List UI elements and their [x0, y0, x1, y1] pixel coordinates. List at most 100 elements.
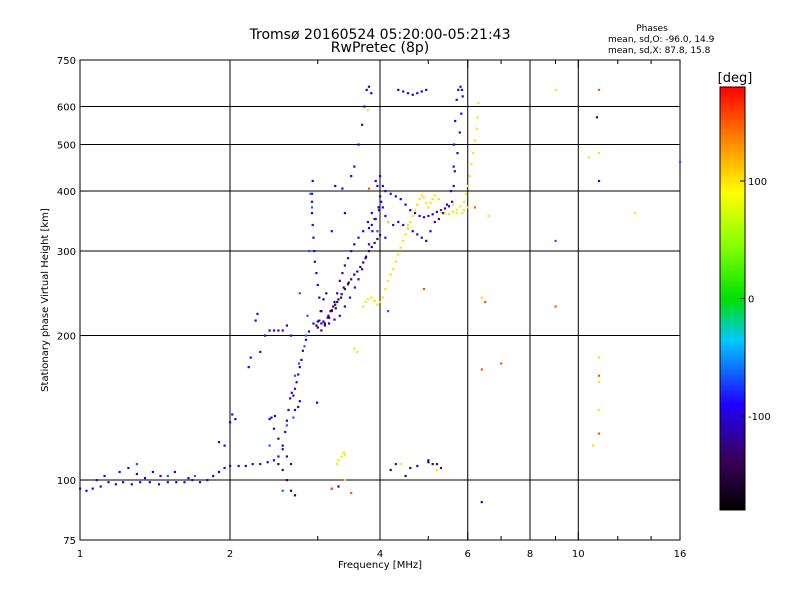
data-point	[343, 453, 346, 456]
data-point	[341, 187, 344, 190]
data-point	[420, 90, 423, 93]
data-point	[461, 212, 464, 215]
data-point	[679, 160, 682, 164]
data-point	[353, 273, 356, 276]
data-point	[370, 212, 373, 215]
data-point	[445, 203, 449, 206]
data-point	[191, 479, 194, 482]
data-point	[336, 300, 339, 304]
data-point	[597, 408, 601, 412]
data-point	[459, 205, 462, 208]
data-point	[135, 472, 138, 476]
data-point	[376, 303, 379, 306]
data-point	[244, 464, 247, 468]
data-point	[281, 444, 284, 447]
data-point	[330, 230, 333, 233]
data-point	[99, 485, 102, 488]
data-point	[427, 459, 430, 462]
data-point	[338, 279, 341, 282]
data-point	[406, 223, 410, 227]
data-point	[399, 198, 402, 201]
data-point	[472, 152, 475, 155]
data-point	[337, 298, 340, 301]
data-point	[328, 322, 331, 325]
data-point	[455, 98, 458, 101]
data-point	[431, 213, 434, 216]
y-tick-label: 300	[57, 247, 76, 258]
data-point	[460, 88, 464, 91]
data-point	[399, 463, 402, 466]
data-point	[370, 245, 373, 249]
data-point	[229, 464, 232, 468]
data-point	[459, 85, 462, 88]
data-point	[435, 468, 438, 472]
data-point	[365, 255, 368, 258]
data-point	[416, 92, 419, 95]
data-point	[266, 461, 269, 464]
data-point	[237, 464, 240, 468]
data-point	[259, 463, 262, 466]
data-point	[480, 296, 483, 299]
data-point	[361, 268, 364, 271]
data-point	[281, 448, 284, 451]
data-point	[373, 300, 376, 303]
data-point	[338, 314, 341, 317]
data-point	[384, 214, 387, 218]
data-point	[320, 310, 323, 313]
data-point	[114, 483, 117, 486]
data-point	[315, 324, 318, 327]
data-point	[301, 349, 304, 352]
data-point	[247, 366, 250, 369]
data-point	[334, 307, 337, 310]
data-point	[151, 470, 154, 474]
data-point	[597, 152, 601, 155]
data-point	[455, 208, 458, 211]
x-tick-label: 4	[377, 549, 383, 560]
data-point	[429, 201, 432, 204]
data-point	[447, 213, 451, 216]
x-tick-label: 10	[572, 549, 585, 560]
chart-title: Tromsø 20160524 05:20:00-05:21:43	[249, 27, 511, 43]
data-point	[313, 260, 316, 263]
data-point	[411, 214, 414, 218]
data-point	[384, 190, 387, 193]
data-point	[311, 179, 314, 183]
data-point	[334, 184, 337, 188]
data-point	[452, 165, 455, 168]
data-point	[366, 109, 369, 112]
data-point	[447, 205, 451, 208]
data-point	[463, 209, 466, 212]
data-point	[416, 203, 419, 206]
data-point	[455, 212, 458, 215]
data-point	[402, 223, 405, 227]
data-point	[187, 477, 190, 480]
data-point	[595, 116, 599, 119]
data-point	[348, 296, 352, 299]
data-point	[597, 374, 601, 377]
data-point	[333, 300, 336, 304]
data-point	[341, 272, 344, 275]
data-point	[297, 405, 300, 409]
chart-subtitle: RwPretec (8p)	[331, 40, 429, 56]
data-point	[379, 300, 382, 304]
data-point	[263, 334, 267, 337]
data-point	[343, 212, 346, 215]
x-tick-label: 8	[527, 549, 533, 560]
data-point	[285, 424, 288, 427]
data-point	[413, 212, 417, 215]
data-point	[473, 206, 476, 209]
y-tick-label: 100	[57, 476, 76, 487]
data-point	[397, 253, 400, 256]
data-point	[361, 123, 364, 126]
y-tick-label: 200	[57, 332, 76, 343]
data-point	[297, 373, 300, 376]
data-point	[477, 102, 480, 105]
data-point	[318, 296, 321, 299]
data-point	[389, 273, 392, 276]
data-point	[394, 260, 397, 263]
data-point	[362, 230, 365, 233]
data-point	[316, 401, 319, 404]
data-point	[381, 296, 384, 299]
data-point	[458, 131, 461, 134]
